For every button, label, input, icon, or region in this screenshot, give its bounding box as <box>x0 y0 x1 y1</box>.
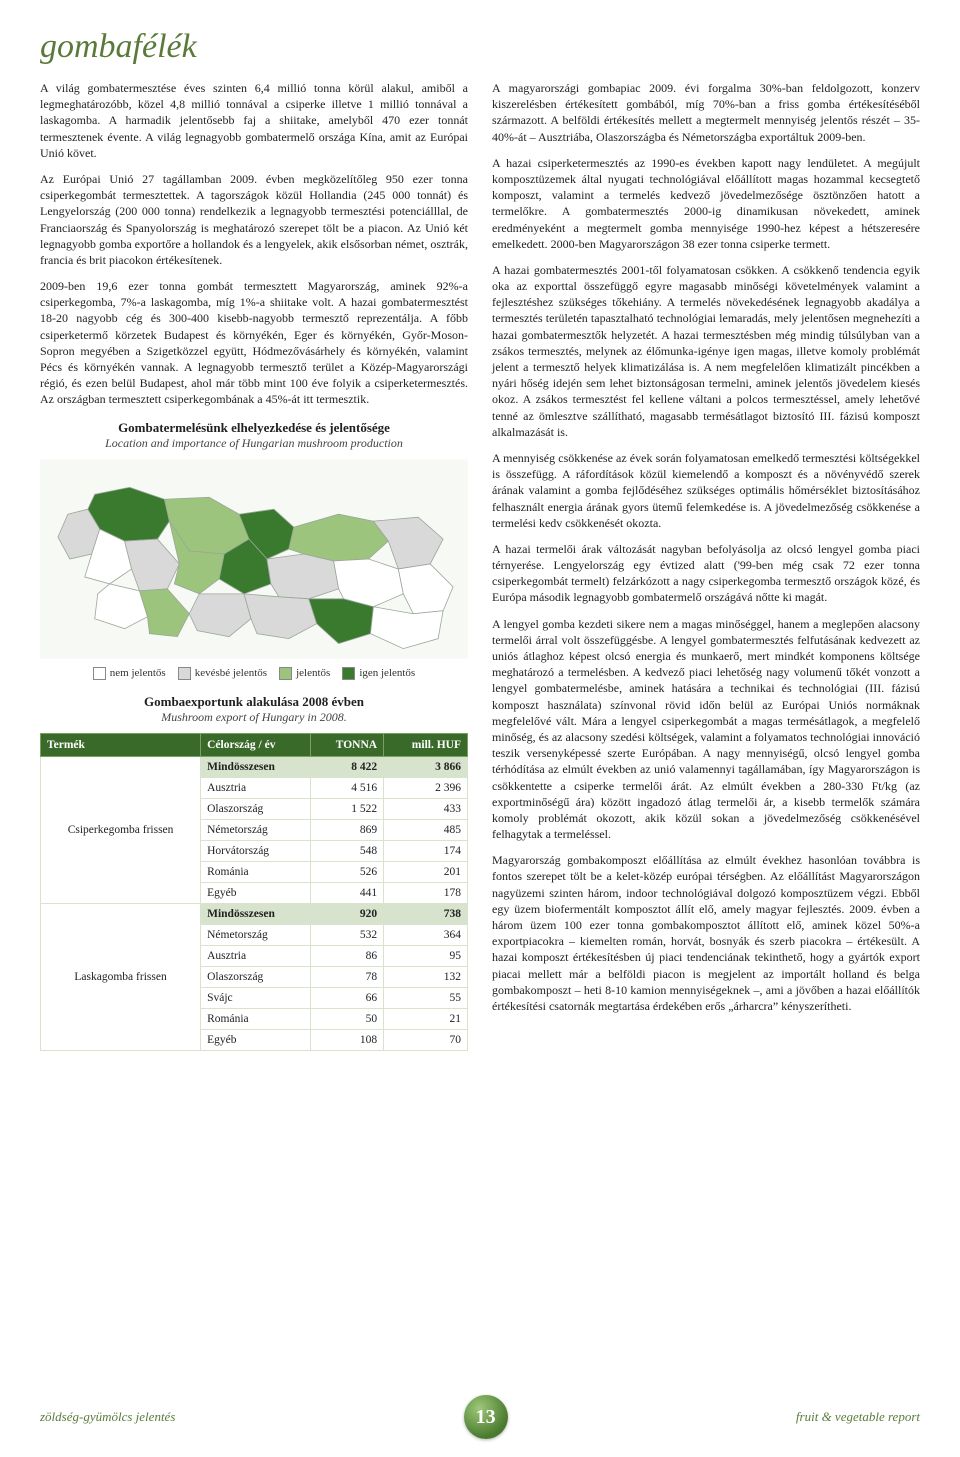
country-cell: Ausztria <box>201 777 311 798</box>
legend-label: kevésbé jelentős <box>195 667 267 679</box>
export-heading-en: Mushroom export of Hungary in 2008. <box>40 710 468 725</box>
huf-cell: 433 <box>384 798 468 819</box>
subtotal-label: Mindösszesen <box>201 756 311 777</box>
country-cell: Olaszország <box>201 798 311 819</box>
huf-cell: 2 396 <box>384 777 468 798</box>
tonna-cell: 50 <box>310 1008 383 1029</box>
huf-cell: 21 <box>384 1008 468 1029</box>
legend-item: igen jelentős <box>342 667 415 680</box>
country-cell: Svájc <box>201 987 311 1008</box>
legend-item: jelentős <box>279 667 330 680</box>
huf-cell: 485 <box>384 819 468 840</box>
page-number-badge: 13 <box>464 1395 508 1439</box>
footer-left: zöldség-gyümölcs jelentés <box>40 1409 175 1425</box>
map-heading: Gombatermelésünk elhelyezkedése és jelen… <box>40 420 468 451</box>
tonna-cell: 526 <box>310 861 383 882</box>
right-column: A magyarországi gombapiac 2009. évi forg… <box>492 80 920 1051</box>
country-cell: Egyéb <box>201 882 311 903</box>
legend-label: jelentős <box>296 667 330 679</box>
huf-cell: 70 <box>384 1029 468 1050</box>
legend-swatch <box>279 667 292 680</box>
export-heading: Gombaexportunk alakulása 2008 évben Mush… <box>40 694 468 725</box>
tonna-cell: 4 516 <box>310 777 383 798</box>
col-tonna: TONNA <box>310 733 383 756</box>
legend-swatch <box>93 667 106 680</box>
subtotal-huf: 3 866 <box>384 756 468 777</box>
huf-cell: 132 <box>384 966 468 987</box>
right-para-1: A magyarországi gombapiac 2009. évi forg… <box>492 80 920 145</box>
product-cell: Laskagomba frissen <box>41 903 201 1050</box>
huf-cell: 174 <box>384 840 468 861</box>
map-legend: nem jelentős kevésbé jelentős jelentős igen… <box>40 667 468 680</box>
right-para-3: A hazai gombatermesztés 2001-től folyama… <box>492 262 920 440</box>
country-cell: Németország <box>201 819 311 840</box>
subtotal-label: Mindösszesen <box>201 903 311 924</box>
country-cell: Románia <box>201 861 311 882</box>
legend-item: kevésbé jelentős <box>178 667 267 680</box>
map-heading-en: Location and importance of Hungarian mus… <box>40 436 468 451</box>
huf-cell: 364 <box>384 924 468 945</box>
legend-swatch <box>178 667 191 680</box>
tonna-cell: 1 522 <box>310 798 383 819</box>
huf-cell: 178 <box>384 882 468 903</box>
export-table: Termék Célország / év TONNA mill. HUF Cs… <box>40 733 468 1051</box>
country-cell: Horvátország <box>201 840 311 861</box>
country-cell: Németország <box>201 924 311 945</box>
tonna-cell: 441 <box>310 882 383 903</box>
product-cell: Csiperkegomba frissen <box>41 756 201 903</box>
export-header-row: Termék Célország / év TONNA mill. HUF <box>41 733 468 756</box>
tonna-cell: 78 <box>310 966 383 987</box>
left-para-1: A világ gombatermesztése éves szinten 6,… <box>40 80 468 161</box>
hungary-map <box>40 459 468 659</box>
huf-cell: 201 <box>384 861 468 882</box>
tonna-cell: 532 <box>310 924 383 945</box>
legend-item: nem jelentős <box>93 667 166 680</box>
map-svg <box>40 459 468 659</box>
country-cell: Ausztria <box>201 945 311 966</box>
page-footer: zöldség-gyümölcs jelentés 13 fruit & veg… <box>0 1395 960 1439</box>
tonna-cell: 86 <box>310 945 383 966</box>
legend-swatch <box>342 667 355 680</box>
right-para-6: A lengyel gomba kezdeti sikere nem a mag… <box>492 616 920 843</box>
table-subtotal-row: Laskagomba frissenMindösszesen920738 <box>41 903 468 924</box>
table-subtotal-row: Csiperkegomba frissenMindösszesen8 4223 … <box>41 756 468 777</box>
huf-cell: 95 <box>384 945 468 966</box>
col-product: Termék <box>41 733 201 756</box>
legend-label: nem jelentős <box>110 667 166 679</box>
two-column-layout: A világ gombatermesztése éves szinten 6,… <box>40 80 920 1051</box>
page-title: gombafélék <box>40 28 920 66</box>
right-para-2: A hazai csiperketermesztés az 1990-es év… <box>492 155 920 252</box>
huf-cell: 55 <box>384 987 468 1008</box>
country-cell: Olaszország <box>201 966 311 987</box>
subtotal-tonna: 8 422 <box>310 756 383 777</box>
subtotal-tonna: 920 <box>310 903 383 924</box>
col-huf: mill. HUF <box>384 733 468 756</box>
left-para-3: 2009-ben 19,6 ezer tonna gombát termeszt… <box>40 278 468 408</box>
tonna-cell: 108 <box>310 1029 383 1050</box>
left-column: A világ gombatermesztése éves szinten 6,… <box>40 80 468 1051</box>
right-para-7: Magyarország gombakomposzt előállítása a… <box>492 852 920 1014</box>
map-region <box>267 554 339 599</box>
country-cell: Egyéb <box>201 1029 311 1050</box>
left-para-2: Az Európai Unió 27 tagállamban 2009. évb… <box>40 171 468 268</box>
tonna-cell: 548 <box>310 840 383 861</box>
export-body: Csiperkegomba frissenMindösszesen8 4223 … <box>41 756 468 1050</box>
col-country: Célország / év <box>201 733 311 756</box>
tonna-cell: 869 <box>310 819 383 840</box>
map-heading-hu: Gombatermelésünk elhelyezkedése és jelen… <box>40 420 468 436</box>
tonna-cell: 66 <box>310 987 383 1008</box>
legend-label: igen jelentős <box>359 667 415 679</box>
right-para-5: A hazai termelői árak változását nagyban… <box>492 541 920 606</box>
right-para-4: A mennyiség csökkenése az évek során fol… <box>492 450 920 531</box>
subtotal-huf: 738 <box>384 903 468 924</box>
export-heading-hu: Gombaexportunk alakulása 2008 évben <box>40 694 468 710</box>
country-cell: Románia <box>201 1008 311 1029</box>
footer-right: fruit & vegetable report <box>796 1409 920 1425</box>
